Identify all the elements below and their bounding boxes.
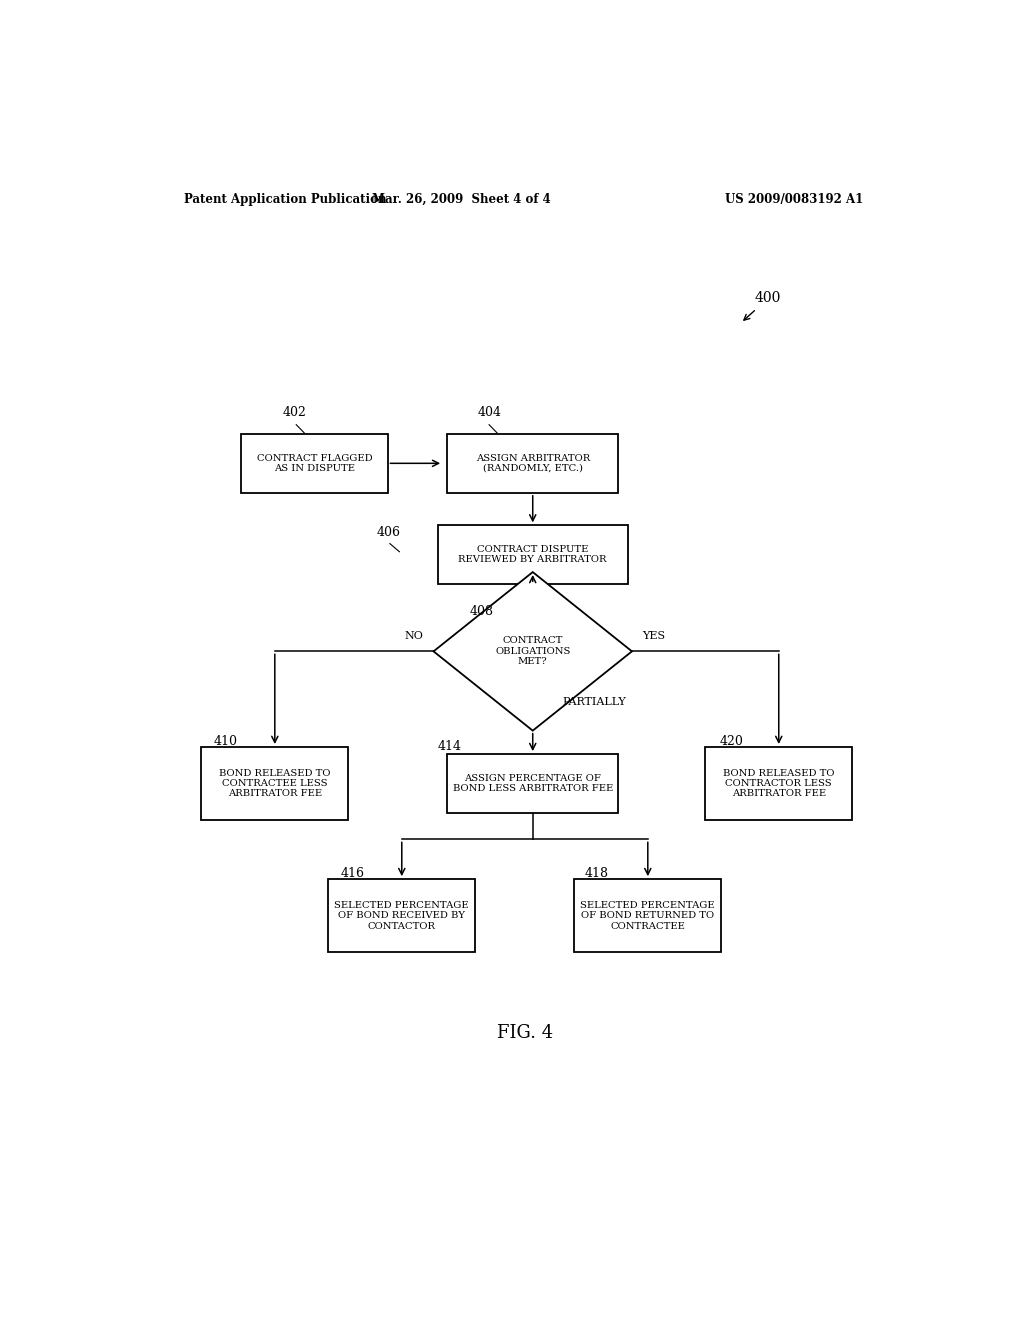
Text: 418: 418 [585,867,608,880]
Text: CONTRACT FLAGGED
AS IN DISPUTE: CONTRACT FLAGGED AS IN DISPUTE [257,454,373,473]
Text: BOND RELEASED TO
CONTRACTOR LESS
ARBITRATOR FEE: BOND RELEASED TO CONTRACTOR LESS ARBITRA… [723,768,835,799]
FancyBboxPatch shape [447,754,618,813]
Text: US 2009/0083192 A1: US 2009/0083192 A1 [725,193,864,206]
FancyBboxPatch shape [574,879,721,952]
Text: Patent Application Publication: Patent Application Publication [183,193,386,206]
Text: FIG. 4: FIG. 4 [497,1023,553,1041]
Text: 406: 406 [377,525,400,539]
Polygon shape [433,572,632,731]
Text: 408: 408 [469,605,494,618]
Text: 402: 402 [283,405,306,418]
Text: SELECTED PERCENTAGE
OF BOND RECEIVED BY
CONTACTOR: SELECTED PERCENTAGE OF BOND RECEIVED BY … [335,900,469,931]
Text: 414: 414 [437,741,462,752]
Text: 420: 420 [719,735,743,748]
Text: NO: NO [404,631,423,642]
Text: ASSIGN ARBITRATOR
(RANDOMLY, ETC.): ASSIGN ARBITRATOR (RANDOMLY, ETC.) [475,454,590,473]
FancyBboxPatch shape [706,747,852,820]
Text: PARTIALLY: PARTIALLY [563,697,627,708]
FancyBboxPatch shape [202,747,348,820]
Text: 404: 404 [477,405,501,418]
FancyBboxPatch shape [329,879,475,952]
Text: Mar. 26, 2009  Sheet 4 of 4: Mar. 26, 2009 Sheet 4 of 4 [372,193,551,206]
Text: SELECTED PERCENTAGE
OF BOND RETURNED TO
CONTRACTEE: SELECTED PERCENTAGE OF BOND RETURNED TO … [581,900,715,931]
Text: 410: 410 [214,735,238,748]
Text: 400: 400 [755,290,781,305]
FancyBboxPatch shape [241,434,388,492]
Text: 416: 416 [341,867,365,880]
Text: ASSIGN PERCENTAGE OF
BOND LESS ARBITRATOR FEE: ASSIGN PERCENTAGE OF BOND LESS ARBITRATO… [453,774,612,793]
Text: CONTRACT DISPUTE
REVIEWED BY ARBITRATOR: CONTRACT DISPUTE REVIEWED BY ARBITRATOR [459,545,607,565]
Text: BOND RELEASED TO
CONTRACTEE LESS
ARBITRATOR FEE: BOND RELEASED TO CONTRACTEE LESS ARBITRA… [219,768,331,799]
Text: CONTRACT
OBLIGATIONS
MET?: CONTRACT OBLIGATIONS MET? [495,636,570,667]
FancyBboxPatch shape [447,434,618,492]
FancyBboxPatch shape [437,525,628,585]
Text: YES: YES [642,631,666,642]
